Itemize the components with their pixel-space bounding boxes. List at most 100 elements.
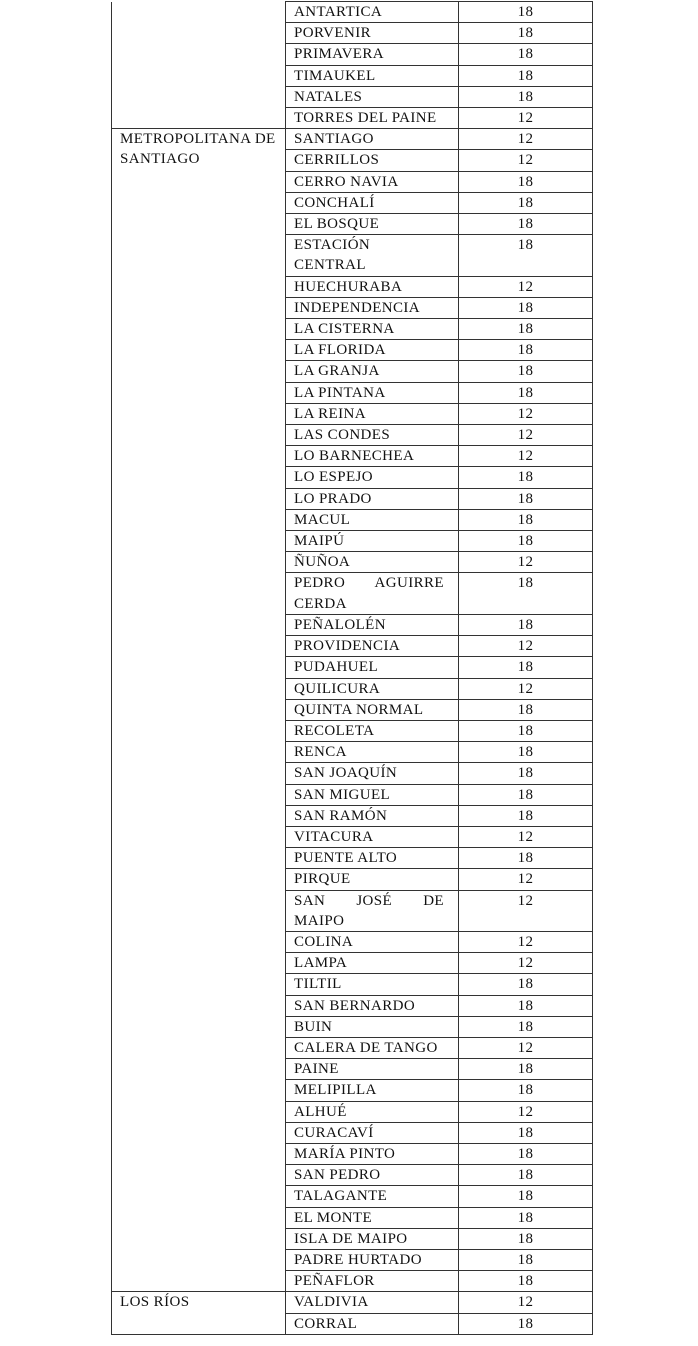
comuna-cell: ISLA DE MAIPO	[285, 1227, 459, 1250]
comuna-cell: CERRO NAVIA	[285, 170, 459, 193]
comuna-cell: TORRES DEL PAINE	[285, 107, 459, 130]
table-row: SAN JOAQUÍN 18	[112, 762, 593, 785]
comuna-cell: PADRE HURTADO	[285, 1248, 459, 1272]
comuna-name: PRIMAVERA	[294, 46, 385, 63]
comuna-cell: TILTIL	[285, 973, 459, 996]
value-cell: 18	[458, 1206, 593, 1229]
comuna-cell: ALHUÉ	[285, 1100, 459, 1123]
comuna-name: RECOLETA	[294, 722, 375, 739]
comuna-cell: SANTIAGO	[285, 128, 459, 151]
value-cell: 12	[458, 149, 593, 172]
table-row: LO BARNECHEA 12	[112, 445, 593, 468]
comuna-cell: SAN JOAQUÍN	[285, 762, 459, 785]
comuna-cell: SAN PEDRO	[285, 1164, 459, 1187]
comuna-cell: LAS CONDES	[285, 424, 459, 447]
comuna-name: MACUL	[294, 511, 351, 528]
table-row: SAN MIGUEL 18	[112, 783, 593, 806]
value-cell: 18	[458, 847, 593, 870]
value-cell: 18	[458, 318, 593, 341]
table-row: TILTIL 18	[112, 973, 593, 996]
comuna-name: INDEPENDENCIA	[294, 299, 421, 316]
table-row: CALERA DE TANGO 12	[112, 1036, 593, 1060]
comuna-cell: INDEPENDENCIA	[285, 296, 459, 320]
value-cell: 18	[458, 994, 593, 1017]
comuna-cell: QUILICURA	[285, 677, 459, 700]
comuna-cell: BUIN	[285, 1015, 459, 1038]
value-cell: 12	[458, 952, 593, 975]
value-cell: 12	[458, 128, 593, 151]
value-cell: 18	[458, 656, 593, 679]
comuna-name: PAINE	[294, 1061, 339, 1078]
comuna-cell: CORRAL	[285, 1312, 459, 1335]
comuna-cell: RECOLETA	[285, 719, 459, 743]
value-cell: 18	[458, 234, 593, 277]
table-row: QUILICURA 12	[112, 677, 593, 700]
table-row: ALHUÉ 12	[112, 1100, 593, 1123]
table-row: LO PRADO 18	[112, 487, 593, 510]
comuna-name: ÑUÑOA	[294, 554, 351, 571]
table-row: MELIPILLA 18	[112, 1079, 593, 1102]
value-cell: 18	[458, 804, 593, 827]
comuna-name: VITACURA	[294, 828, 374, 845]
comuna-cell: ANTARTICA	[285, 0, 459, 24]
table-row: CURACAVÍ 18	[112, 1121, 593, 1144]
table-row: METROPOLITANA DE SANTIAGO SANTIAGO 12	[111, 128, 593, 1293]
comuna-cell: PORVENIR	[285, 22, 459, 45]
comuna-name: CORRAL	[294, 1315, 358, 1332]
comuna-name: SAN JOAQUÍN	[294, 765, 398, 782]
comuna-cell: COLINA	[285, 930, 459, 954]
value-cell: 12	[458, 635, 593, 658]
comuna-name: MARÍA PINTO	[294, 1145, 396, 1162]
value-cell: 18	[458, 64, 593, 87]
table-row: HUECHURABA 12	[112, 275, 593, 298]
comuna-name: LA CISTERNA	[294, 321, 395, 338]
table-row: ESTACIÓN CENTRAL 18	[112, 234, 593, 277]
comuna-name: LO ESPEJO	[294, 469, 374, 486]
comuna-name: PADRE HURTADO	[294, 1251, 422, 1268]
table-row: PUENTE ALTO 18	[112, 847, 593, 870]
comuna-name: CERRO NAVIA	[294, 173, 399, 190]
comuna-name: ISLA DE MAIPO	[294, 1230, 408, 1247]
comuna-name: PROVIDENCIA	[294, 638, 401, 655]
table-row: PEDRO AGUIRRE CERDA 18	[112, 572, 593, 615]
comuna-cell: RENCA	[285, 741, 459, 764]
comuna-name: COLINA	[294, 933, 354, 950]
comuna-name: PUENTE ALTO	[294, 850, 398, 867]
value-cell: 12	[458, 825, 593, 849]
table-row: LO ESPEJO 18	[112, 466, 593, 489]
table-row: ANTARTICA 18	[111, 0, 593, 130]
comuna-cell: EL MONTE	[285, 1206, 459, 1229]
table-row: PROVIDENCIA 12	[112, 635, 593, 658]
comuna-cell: SAN BERNARDO	[285, 994, 459, 1017]
comuna-cell: PRIMAVERA	[285, 43, 459, 66]
comuna-name: BUIN	[294, 1018, 333, 1035]
comuna-name: LAS CONDES	[294, 427, 391, 444]
value-cell: 18	[458, 508, 593, 532]
comuna-cell: QUINTA NORMAL	[285, 698, 459, 721]
comuna-name: PEDRO AGUIRRE CERDA	[294, 575, 444, 612]
comuna-name: PEÑALOLÉN	[294, 616, 386, 633]
value-cell: 18	[458, 1142, 593, 1166]
comuna-cell: LAMPA	[285, 952, 459, 975]
table-row: PEÑAFLOR 18	[112, 1270, 593, 1293]
comuna-cell: ÑUÑOA	[285, 551, 459, 574]
comuna-cell: EL BOSQUE	[285, 213, 459, 236]
comuna-name: EL BOSQUE	[294, 216, 380, 233]
table-row: CONCHALÍ 18	[112, 191, 593, 215]
comuna-cell: HUECHURABA	[285, 275, 459, 298]
table-row: SAN PEDRO 18	[112, 1164, 593, 1187]
value-cell: 18	[458, 339, 593, 362]
value-cell: 18	[458, 783, 593, 806]
value-cell: 12	[458, 1291, 593, 1314]
value-cell: 12	[458, 889, 593, 932]
value-cell: 18	[458, 613, 593, 637]
comuna-cell: ESTACIÓN CENTRAL	[285, 234, 459, 277]
table-row: ISLA DE MAIPO 18	[112, 1227, 593, 1250]
comuna-name: CURACAVÍ	[294, 1124, 374, 1141]
table-row: MARÍA PINTO 18	[112, 1142, 593, 1166]
value-cell: 18	[458, 719, 593, 743]
value-cell: 18	[458, 191, 593, 215]
comuna-cell: LO ESPEJO	[285, 466, 459, 489]
value-cell: 18	[458, 1312, 593, 1335]
comuna-name: QUILICURA	[294, 680, 381, 697]
